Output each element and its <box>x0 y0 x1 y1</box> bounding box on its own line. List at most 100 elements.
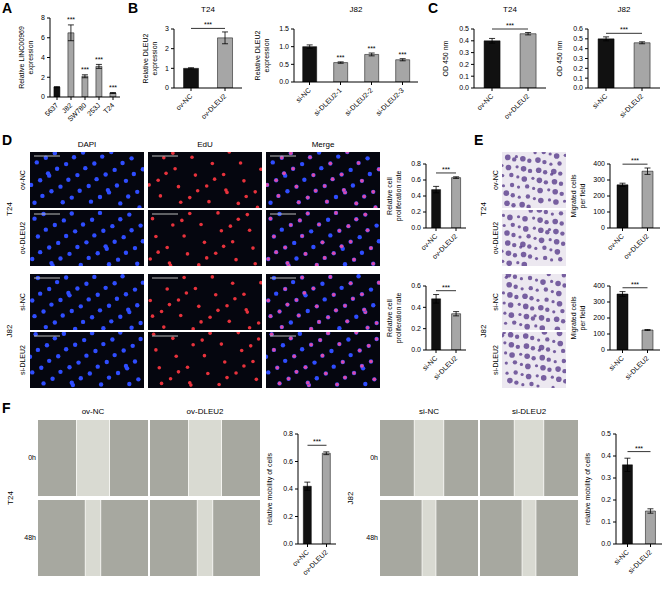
svg-text:J82: J82 <box>346 491 355 504</box>
svg-text:0.5: 0.5 <box>573 35 583 42</box>
svg-text:100: 100 <box>593 208 605 215</box>
svg-text:***: *** <box>635 445 643 452</box>
svg-text:0.0: 0.0 <box>279 78 289 85</box>
svg-text:2: 2 <box>41 74 45 81</box>
svg-text:ov-NC: ov-NC <box>174 92 193 111</box>
svg-text:0.1: 0.1 <box>459 73 469 80</box>
svg-text:0: 0 <box>41 93 45 100</box>
svg-text:si-DLEU2: si-DLEU2 <box>618 92 644 118</box>
svg-text:Relative cellproliferation rat: Relative cellproliferation rate <box>386 293 403 344</box>
svg-text:0.5: 0.5 <box>279 61 289 68</box>
svg-text:1.0: 1.0 <box>279 43 289 50</box>
svg-text:0.2: 0.2 <box>573 65 583 72</box>
svg-text:si-DLEU2: si-DLEU2 <box>492 345 499 375</box>
svg-text:0.4: 0.4 <box>601 452 611 459</box>
svg-text:0.3: 0.3 <box>601 474 611 481</box>
svg-text:0.5: 0.5 <box>459 25 469 32</box>
svg-text:253J: 253J <box>86 101 102 117</box>
svg-text:***: *** <box>204 21 212 28</box>
svg-text:ov-NC: ov-NC <box>492 170 499 190</box>
svg-text:0.2: 0.2 <box>601 496 611 503</box>
svg-text:0.8: 0.8 <box>411 160 421 167</box>
svg-text:T24: T24 <box>102 101 116 115</box>
svg-text:6: 6 <box>41 34 45 41</box>
svg-text:0.4: 0.4 <box>411 192 421 199</box>
svg-text:ov-NC: ov-NC <box>475 92 494 111</box>
svg-text:T24: T24 <box>5 202 14 216</box>
svg-text:0.1: 0.1 <box>573 75 583 82</box>
svg-text:ov-DLEU2: ov-DLEU2 <box>431 232 459 260</box>
svg-text:1.5: 1.5 <box>279 25 289 32</box>
svg-text:0.6: 0.6 <box>411 282 421 289</box>
svg-text:T24: T24 <box>6 491 15 505</box>
svg-text:0: 0 <box>601 224 605 231</box>
svg-text:ov-DLEU2: ov-DLEU2 <box>19 222 26 254</box>
svg-text:0.4: 0.4 <box>459 37 469 44</box>
svg-text:si-NC: si-NC <box>492 293 499 311</box>
svg-text:si-DLEU2-1: si-DLEU2-1 <box>312 86 343 117</box>
svg-text:200: 200 <box>593 314 605 321</box>
svg-text:0.2: 0.2 <box>459 61 469 68</box>
svg-text:T24: T24 <box>479 202 488 216</box>
svg-text:***: *** <box>506 22 514 29</box>
svg-text:3: 3 <box>165 25 169 32</box>
svg-text:***: *** <box>367 45 375 52</box>
svg-text:***: *** <box>442 284 450 291</box>
svg-text:0.0: 0.0 <box>601 540 611 547</box>
svg-text:2: 2 <box>165 45 169 52</box>
svg-text:200: 200 <box>593 192 605 199</box>
svg-text:0.4: 0.4 <box>283 485 293 492</box>
svg-text:ov-NC: ov-NC <box>606 232 625 251</box>
svg-text:si-NC: si-NC <box>295 86 312 103</box>
svg-text:OD 450 nm: OD 450 nm <box>556 40 563 76</box>
svg-text:***: *** <box>631 281 639 288</box>
svg-text:1: 1 <box>165 65 169 72</box>
svg-text:***: *** <box>336 54 344 61</box>
svg-text:SW780: SW780 <box>66 101 87 122</box>
svg-text:***: *** <box>313 438 321 445</box>
svg-text:***: *** <box>81 66 89 73</box>
svg-text:ov-DLEU2: ov-DLEU2 <box>503 92 531 120</box>
svg-text:Relative LINC00969expression: Relative LINC00969expression <box>18 26 35 89</box>
svg-text:ov-NC: ov-NC <box>19 170 26 190</box>
svg-text:ov-DLEU2: ov-DLEU2 <box>301 548 329 576</box>
svg-text:Relative cellproliferation rat: Relative cellproliferation rate <box>386 171 403 222</box>
svg-text:***: *** <box>95 56 103 63</box>
svg-text:si-DLEU2: si-DLEU2 <box>432 354 458 380</box>
svg-text:***: *** <box>398 51 406 58</box>
svg-text:0.3: 0.3 <box>459 49 469 56</box>
svg-text:400: 400 <box>593 160 605 167</box>
svg-text:5637: 5637 <box>43 101 59 117</box>
svg-text:0.0: 0.0 <box>411 224 421 231</box>
svg-text:0.2: 0.2 <box>411 208 421 215</box>
svg-text:300: 300 <box>593 176 605 183</box>
svg-text:ov-DLEU2: ov-DLEU2 <box>622 232 650 260</box>
svg-text:0.8: 0.8 <box>283 430 293 437</box>
svg-text:J82: J82 <box>479 324 488 337</box>
svg-text:0.6: 0.6 <box>411 176 421 183</box>
svg-text:si-NC: si-NC <box>19 293 26 311</box>
svg-text:si-DLEU2-2: si-DLEU2-2 <box>343 86 374 117</box>
svg-text:0: 0 <box>165 84 169 91</box>
svg-text:Relative DLEU2expression: Relative DLEU2expression <box>142 33 159 83</box>
svg-text:300: 300 <box>593 298 605 305</box>
svg-text:***: *** <box>620 26 628 33</box>
svg-text:***: *** <box>442 166 450 173</box>
svg-text:0.0: 0.0 <box>283 540 293 547</box>
svg-text:ov-DLEU2: ov-DLEU2 <box>200 92 228 120</box>
svg-text:si-DLEU2: si-DLEU2 <box>19 345 26 375</box>
svg-text:8: 8 <box>41 14 45 21</box>
svg-text:ov-NC: ov-NC <box>419 232 438 251</box>
svg-text:400: 400 <box>593 282 605 289</box>
svg-text:Migrated cellsper field: Migrated cellsper field <box>570 296 587 340</box>
svg-text:si-NC: si-NC <box>591 92 608 109</box>
svg-text:0: 0 <box>601 346 605 353</box>
svg-text:relative mobility of cells: relative mobility of cells <box>266 453 274 525</box>
svg-text:0.2: 0.2 <box>411 325 421 332</box>
svg-text:0.0: 0.0 <box>459 84 469 91</box>
svg-text:0.4: 0.4 <box>411 304 421 311</box>
svg-text:si-NC: si-NC <box>608 354 625 371</box>
svg-text:J82: J82 <box>5 324 14 337</box>
svg-text:Relative DLEU2expression: Relative DLEU2expression <box>254 30 271 80</box>
svg-text:***: *** <box>109 84 117 91</box>
